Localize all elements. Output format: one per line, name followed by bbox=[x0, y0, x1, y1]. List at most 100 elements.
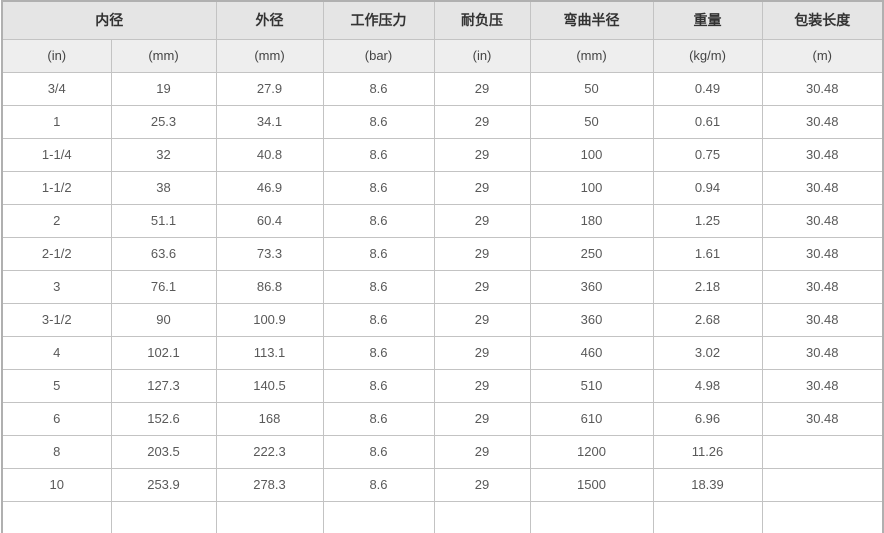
cell: 86.8 bbox=[215, 269, 324, 304]
cell: 90 bbox=[110, 302, 217, 337]
cell: 278.3 bbox=[215, 467, 324, 502]
header-working-pressure: 工作压力 bbox=[322, 0, 435, 40]
cell: 30.48 bbox=[761, 269, 884, 304]
unit-mm: (mm) bbox=[110, 38, 217, 73]
header-weight: 重量 bbox=[652, 0, 763, 40]
cell: 51.1 bbox=[110, 203, 217, 238]
cell: 8.6 bbox=[322, 170, 435, 205]
cell: 18.39 bbox=[652, 467, 763, 502]
cell: 1 bbox=[1, 104, 112, 139]
cell: 30.48 bbox=[761, 104, 884, 139]
table-row: 3 76.1 86.8 8.6 29 360 2.18 30.48 bbox=[1, 269, 884, 304]
cell: 30.48 bbox=[761, 401, 884, 436]
header-bend-radius: 弯曲半径 bbox=[529, 0, 654, 40]
cell: 8.6 bbox=[322, 137, 435, 172]
cell: 1.61 bbox=[652, 236, 763, 271]
cell bbox=[529, 500, 654, 533]
cell: 8.6 bbox=[322, 203, 435, 238]
cell: 250 bbox=[529, 236, 654, 271]
cell: 34.1 bbox=[215, 104, 324, 139]
cell: 50 bbox=[529, 104, 654, 139]
cell: 25.3 bbox=[110, 104, 217, 139]
cell bbox=[215, 500, 324, 533]
cell: 127.3 bbox=[110, 368, 217, 403]
cell: 2-1/2 bbox=[1, 236, 112, 271]
cell: 73.3 bbox=[215, 236, 324, 271]
cell: 113.1 bbox=[215, 335, 324, 370]
cell: 1500 bbox=[529, 467, 654, 502]
cell bbox=[110, 500, 217, 533]
cell: 360 bbox=[529, 302, 654, 337]
unit-bar: (bar) bbox=[322, 38, 435, 73]
unit-in: (in) bbox=[433, 38, 531, 73]
cell: 203.5 bbox=[110, 434, 217, 469]
cell: 30.48 bbox=[761, 236, 884, 271]
cell: 29 bbox=[433, 104, 531, 139]
cell: 29 bbox=[433, 137, 531, 172]
unit-mm: (mm) bbox=[529, 38, 654, 73]
cell: 29 bbox=[433, 302, 531, 337]
cell: 180 bbox=[529, 203, 654, 238]
cell: 8.6 bbox=[322, 71, 435, 106]
cell: 1.25 bbox=[652, 203, 763, 238]
table-row: 6 152.6 168 8.6 29 610 6.96 30.48 bbox=[1, 401, 884, 436]
cell: 8.6 bbox=[322, 434, 435, 469]
cell: 168 bbox=[215, 401, 324, 436]
header-vacuum-resistance: 耐负压 bbox=[433, 0, 531, 40]
cell: 6.96 bbox=[652, 401, 763, 436]
cell: 222.3 bbox=[215, 434, 324, 469]
cell: 2.18 bbox=[652, 269, 763, 304]
cell bbox=[322, 500, 435, 533]
cell: 1-1/4 bbox=[1, 137, 112, 172]
cell: 8.6 bbox=[322, 467, 435, 502]
unit-m: (m) bbox=[761, 38, 884, 73]
cell: 8.6 bbox=[322, 302, 435, 337]
cell: 510 bbox=[529, 368, 654, 403]
cell: 40.8 bbox=[215, 137, 324, 172]
table-row: 1 25.3 34.1 8.6 29 50 0.61 30.48 bbox=[1, 104, 884, 139]
cell: 4 bbox=[1, 335, 112, 370]
cell: 30.48 bbox=[761, 137, 884, 172]
cell: 1-1/2 bbox=[1, 170, 112, 205]
cell: 10 bbox=[1, 467, 112, 502]
cell: 32 bbox=[110, 137, 217, 172]
cell: 100 bbox=[529, 170, 654, 205]
cell: 30.48 bbox=[761, 203, 884, 238]
cell: 3 bbox=[1, 269, 112, 304]
unit-kg-per-m: (kg/m) bbox=[652, 38, 763, 73]
cell: 360 bbox=[529, 269, 654, 304]
cell: 1200 bbox=[529, 434, 654, 469]
table-row: 2-1/2 63.6 73.3 8.6 29 250 1.61 30.48 bbox=[1, 236, 884, 271]
cell: 50 bbox=[529, 71, 654, 106]
header-outer-diameter: 外径 bbox=[215, 0, 324, 40]
cell: 27.9 bbox=[215, 71, 324, 106]
cell: 11.26 bbox=[652, 434, 763, 469]
cell: 29 bbox=[433, 236, 531, 271]
cell bbox=[1, 500, 112, 533]
unit-mm: (mm) bbox=[215, 38, 324, 73]
cell: 30.48 bbox=[761, 71, 884, 106]
header-group-row: 内径 外径 工作压力 耐负压 弯曲半径 重量 包装长度 bbox=[1, 0, 884, 40]
cell: 253.9 bbox=[110, 467, 217, 502]
cell: 30.48 bbox=[761, 368, 884, 403]
cell: 8 bbox=[1, 434, 112, 469]
cell: 8.6 bbox=[322, 401, 435, 436]
cell: 4.98 bbox=[652, 368, 763, 403]
table-row: 3/4 19 27.9 8.6 29 50 0.49 30.48 bbox=[1, 71, 884, 106]
table-row: 5 127.3 140.5 8.6 29 510 4.98 30.48 bbox=[1, 368, 884, 403]
cell: 100 bbox=[529, 137, 654, 172]
cell: 30.48 bbox=[761, 335, 884, 370]
cell: 2.68 bbox=[652, 302, 763, 337]
cell bbox=[761, 500, 884, 533]
cell: 3.02 bbox=[652, 335, 763, 370]
cell: 140.5 bbox=[215, 368, 324, 403]
partial-row bbox=[1, 500, 884, 533]
cell: 102.1 bbox=[110, 335, 217, 370]
cell: 29 bbox=[433, 368, 531, 403]
table-row: 1-1/2 38 46.9 8.6 29 100 0.94 30.48 bbox=[1, 170, 884, 205]
cell: 460 bbox=[529, 335, 654, 370]
table-row: 8 203.5 222.3 8.6 29 1200 11.26 bbox=[1, 434, 884, 469]
table-row: 3-1/2 90 100.9 8.6 29 360 2.68 30.48 bbox=[1, 302, 884, 337]
cell: 0.61 bbox=[652, 104, 763, 139]
